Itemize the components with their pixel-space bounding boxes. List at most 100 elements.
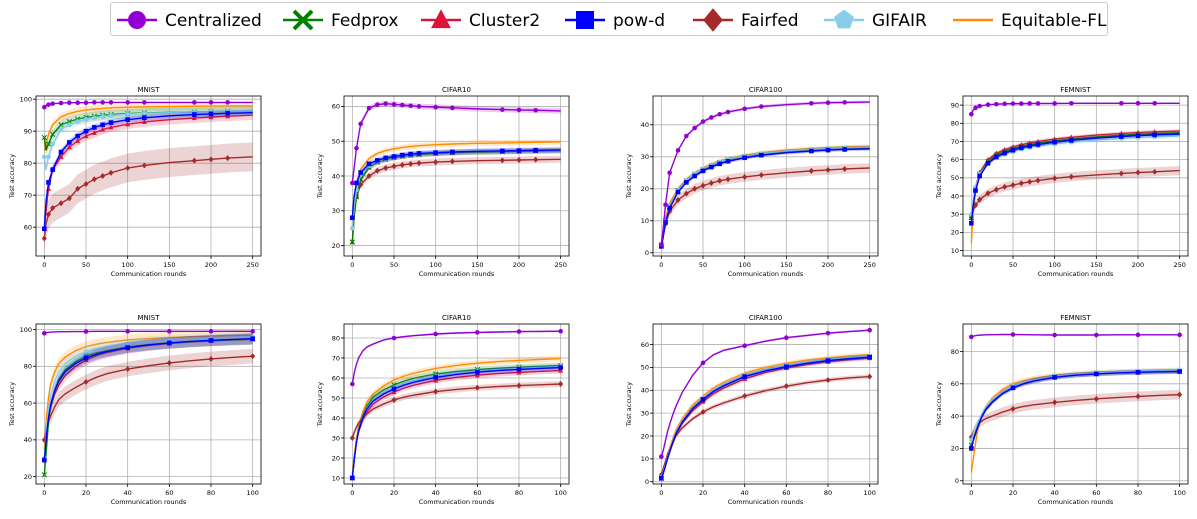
legend-marker-cluster2 <box>431 9 451 29</box>
data-point-centralized <box>1035 101 1041 106</box>
chart-7: 0 20 40 60 80 100 0 10 20 30 40 50 60 CIFAR100 Communi… <box>625 314 879 506</box>
data-point-pow-d <box>825 358 831 363</box>
data-point-centralized <box>516 329 522 334</box>
series-line-gifair <box>43 336 253 459</box>
x-tick-label: 60 <box>782 489 790 497</box>
series-area <box>968 332 1183 476</box>
chart-6: 0 20 40 60 80 100 10 20 30 40 50 60 70 80 CIFAR10 Commu… <box>316 314 570 506</box>
x-tick-label: 150 <box>471 261 483 269</box>
data-point-pow-d <box>208 111 214 117</box>
data-point-fairfed <box>433 159 439 166</box>
data-point-centralized <box>709 115 714 120</box>
data-point-fairfed <box>225 155 231 162</box>
data-point-fairfed <box>700 409 706 415</box>
data-point-centralized <box>354 145 359 151</box>
data-point-fairfed <box>83 181 89 187</box>
tick-labels: 0 50 100 150 200 250 20 30 40 50 60 <box>332 103 567 269</box>
y-axis-label: Test accuracy <box>935 382 943 427</box>
data-point-centralized <box>516 107 522 113</box>
x-tick-label: 0 <box>969 489 973 497</box>
chart-1: 0 50 100 150 200 250 60 70 80 90 100 MNIST Communica… <box>8 86 262 278</box>
series-gifair <box>349 363 564 481</box>
data-point-pow-d <box>1152 132 1157 138</box>
data-point-fairfed <box>191 157 197 164</box>
data-point-centralized <box>400 102 405 108</box>
series-equitable-fl <box>43 102 253 155</box>
series-line-equitable-fl <box>43 334 253 450</box>
data-point-pow-d <box>825 147 831 153</box>
series-line-fairfed <box>43 355 253 441</box>
series-line-pow-d <box>43 338 253 461</box>
data-point-centralized <box>167 329 172 334</box>
legend-label-cluster2: Cluster2 <box>469 11 540 31</box>
data-point-gifair <box>41 154 47 159</box>
data-point-pow-d <box>475 369 480 375</box>
grid <box>653 96 878 256</box>
x-tick-label: 150 <box>1090 261 1102 269</box>
x-tick-label: 80 <box>824 489 832 497</box>
x-tick-label: 80 <box>1134 489 1142 497</box>
data-point-pow-d <box>350 215 355 221</box>
data-point-pow-d <box>533 147 538 153</box>
series-area <box>41 100 253 253</box>
data-point-centralized <box>391 102 397 107</box>
y-tick-label: 0 <box>645 249 649 257</box>
x-tick-label: 100 <box>1048 261 1060 269</box>
series-pow-d <box>659 354 872 481</box>
series-centralized <box>350 100 561 186</box>
data-point-fairfed <box>1035 177 1041 184</box>
series-line-gifair <box>660 146 870 245</box>
series-area <box>349 328 564 481</box>
data-point-centralized <box>408 103 413 109</box>
data-point-centralized <box>450 105 455 111</box>
confidence-band-equitable-fl <box>44 102 253 155</box>
y-axis-label: Test accuracy <box>625 154 633 199</box>
data-point-fairfed <box>408 160 414 167</box>
data-point-fairfed <box>1093 395 1099 402</box>
y-tick-label: 30 <box>332 434 340 442</box>
series-equitable-fl <box>43 329 253 455</box>
data-point-pow-d <box>125 345 130 350</box>
data-point-centralized <box>663 202 668 208</box>
y-tick-label: 10 <box>641 217 649 225</box>
tick-labels: 0 20 40 60 80 100 0 20 40 60 80 <box>951 348 1186 497</box>
data-point-fairfed <box>675 197 681 203</box>
data-point-pow-d <box>416 151 422 156</box>
chart-title: MNIST <box>137 314 160 322</box>
data-point-fairfed <box>41 436 47 443</box>
x-axis-label: Communication rounds <box>728 498 804 506</box>
x-tick-label: 0 <box>659 261 663 269</box>
x-axis-label: Communication rounds <box>111 270 187 278</box>
data-point-pow-d <box>1119 134 1124 139</box>
legend-marker-gifair <box>834 9 854 29</box>
data-point-pow-d <box>1010 385 1016 391</box>
data-point-gifair <box>83 348 89 354</box>
data-point-pow-d <box>1177 369 1182 374</box>
data-point-gifair <box>108 112 114 118</box>
data-point-centralized <box>125 100 130 105</box>
confidence-band-pow-d <box>661 146 870 249</box>
data-point-fairfed <box>250 353 256 360</box>
data-point-centralized <box>969 334 974 340</box>
data-point-fedprox <box>45 141 52 147</box>
y-tick-label: 100 <box>20 96 32 104</box>
series-line-centralized <box>351 330 561 385</box>
data-point-fedprox <box>50 131 56 138</box>
x-axis-label: Communication rounds <box>419 270 495 278</box>
grid <box>36 96 261 256</box>
data-point-fairfed <box>516 382 522 389</box>
data-point-pow-d <box>709 164 714 170</box>
x-tick-label: 150 <box>163 261 175 269</box>
data-point-cluster2 <box>516 369 522 375</box>
legend-entry-pow-d: pow-d <box>565 11 665 31</box>
data-point-cluster2 <box>208 114 214 120</box>
data-point-fairfed <box>1052 175 1058 182</box>
data-point-pow-d <box>867 354 872 360</box>
data-point-centralized <box>358 121 363 127</box>
y-tick-label: 20 <box>951 445 959 453</box>
data-point-pow-d <box>558 365 563 370</box>
data-point-fedprox <box>66 118 72 125</box>
data-point-gifair <box>50 141 56 147</box>
y-tick-label: 10 <box>332 474 340 482</box>
series-centralized <box>350 328 563 387</box>
